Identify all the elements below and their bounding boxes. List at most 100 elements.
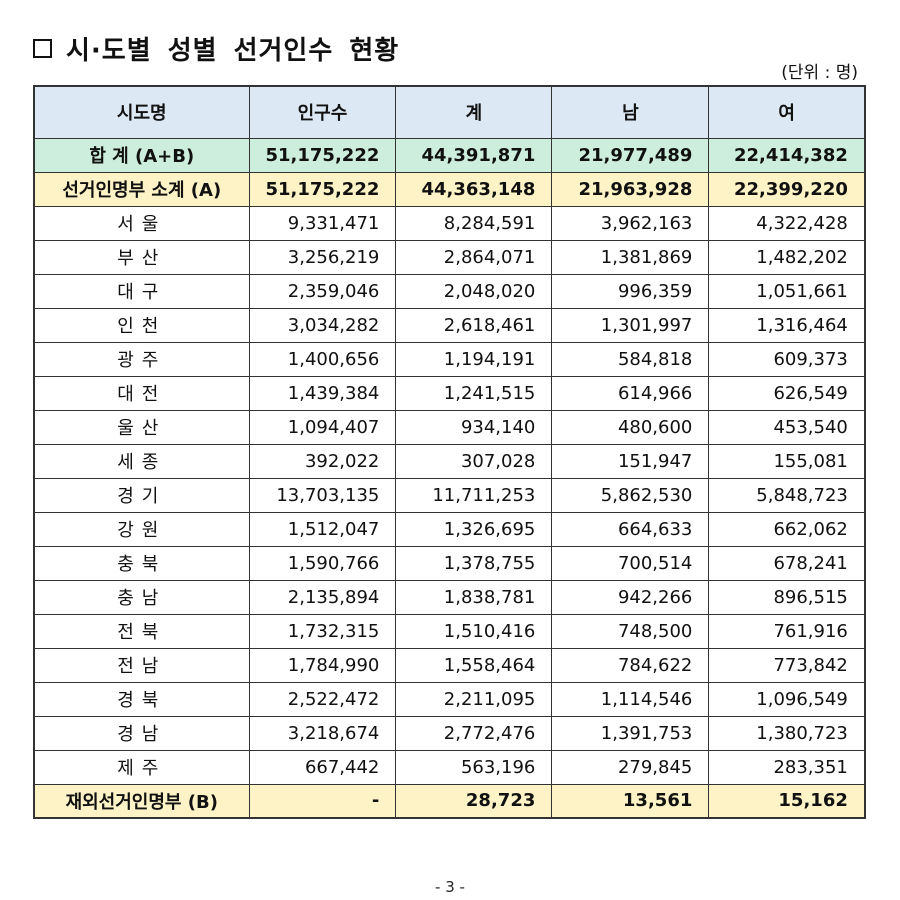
cell-female: 773,842 bbox=[708, 647, 866, 683]
cell-male: 584,818 bbox=[551, 341, 710, 377]
cell-female: 761,916 bbox=[708, 613, 866, 649]
cell-sum: 2,048,020 bbox=[395, 273, 553, 309]
cell-female: 5,848,723 bbox=[708, 477, 866, 513]
table-row: 서울 9,331,471 8,284,591 3,962,163 4,322,428 bbox=[33, 205, 866, 241]
table-row: 인천 3,034,282 2,618,461 1,301,997 1,316,464 bbox=[33, 307, 866, 343]
cell-population: 13,703,135 bbox=[248, 477, 397, 513]
cell-male: 664,633 bbox=[551, 511, 710, 547]
cell-sum: 2,772,476 bbox=[395, 715, 553, 751]
cell-male: 1,114,546 bbox=[551, 681, 710, 717]
subtotal-row: 선거인명부 소계 (A) 51,175,222 44,363,148 21,96… bbox=[33, 171, 866, 207]
table-row: 충남 2,135,894 1,838,781 942,266 896,515 bbox=[33, 579, 866, 615]
cell-sum: 1,510,416 bbox=[395, 613, 553, 649]
cell-sum: 11,711,253 bbox=[395, 477, 553, 513]
cell-name: 대전 bbox=[33, 375, 250, 411]
cell-female: 626,549 bbox=[708, 375, 866, 411]
table-row: 경북 2,522,472 2,211,095 1,114,546 1,096,549 bbox=[33, 681, 866, 717]
table-row: 대구 2,359,046 2,048,020 996,359 1,051,661 bbox=[33, 273, 866, 309]
cell-female: 1,316,464 bbox=[708, 307, 866, 343]
cell-sum: 307,028 bbox=[395, 443, 553, 479]
checkbox-square-icon bbox=[33, 39, 52, 58]
table-row: 경기 13,703,135 11,711,253 5,862,530 5,848,723 bbox=[33, 477, 866, 513]
cell-name: 제주 bbox=[33, 749, 250, 785]
cell-male: 614,966 bbox=[551, 375, 710, 411]
cell-female: 453,540 bbox=[708, 409, 866, 445]
cell-population: 3,034,282 bbox=[248, 307, 397, 343]
cell-sum: 28,723 bbox=[395, 783, 553, 819]
cell-male: 21,977,489 bbox=[551, 137, 710, 173]
table-row: 전북 1,732,315 1,510,416 748,500 761,916 bbox=[33, 613, 866, 649]
cell-name: 대구 bbox=[33, 273, 250, 309]
cell-female: 155,081 bbox=[708, 443, 866, 479]
cell-male: 942,266 bbox=[551, 579, 710, 615]
table-row: 경남 3,218,674 2,772,476 1,391,753 1,380,723 bbox=[33, 715, 866, 751]
cell-name: 울산 bbox=[33, 409, 250, 445]
cell-sum: 563,196 bbox=[395, 749, 553, 785]
cell-name: 광주 bbox=[33, 341, 250, 377]
cell-population: 3,256,219 bbox=[248, 239, 397, 275]
cell-female: 1,051,661 bbox=[708, 273, 866, 309]
cell-name: 전북 bbox=[33, 613, 250, 649]
cell-name: 충북 bbox=[33, 545, 250, 581]
cell-sum: 44,363,148 bbox=[395, 171, 553, 207]
cell-female: 4,322,428 bbox=[708, 205, 866, 241]
cell-population: 667,442 bbox=[248, 749, 397, 785]
cell-population: 1,094,407 bbox=[248, 409, 397, 445]
cell-sum: 2,618,461 bbox=[395, 307, 553, 343]
cell-sum: 934,140 bbox=[395, 409, 553, 445]
cell-name: 선거인명부 소계 (A) bbox=[33, 171, 250, 207]
cell-female: 1,482,202 bbox=[708, 239, 866, 275]
cell-female: 1,096,549 bbox=[708, 681, 866, 717]
cell-female: 662,062 bbox=[708, 511, 866, 547]
cell-population: 9,331,471 bbox=[248, 205, 397, 241]
cell-male: 13,561 bbox=[551, 783, 710, 819]
cell-population: 1,439,384 bbox=[248, 375, 397, 411]
cell-name: 재외선거인명부 (B) bbox=[33, 783, 250, 819]
col-header-sum: 계 bbox=[395, 85, 553, 139]
cell-sum: 2,211,095 bbox=[395, 681, 553, 717]
cell-male: 784,622 bbox=[551, 647, 710, 683]
unit-label: (단위 : 명) bbox=[781, 63, 858, 83]
table-row: 울산 1,094,407 934,140 480,600 453,540 bbox=[33, 409, 866, 445]
cell-population: 1,512,047 bbox=[248, 511, 397, 547]
cell-name: 경기 bbox=[33, 477, 250, 513]
cell-male: 5,862,530 bbox=[551, 477, 710, 513]
cell-sum: 2,864,071 bbox=[395, 239, 553, 275]
cell-sum: 1,378,755 bbox=[395, 545, 553, 581]
col-header-male: 남 bbox=[551, 85, 710, 139]
cell-population: 51,175,222 bbox=[248, 137, 397, 173]
cell-population: 2,359,046 bbox=[248, 273, 397, 309]
table-row: 광주 1,400,656 1,194,191 584,818 609,373 bbox=[33, 341, 866, 377]
cell-sum: 1,838,781 bbox=[395, 579, 553, 615]
cell-population: - bbox=[248, 783, 397, 819]
cell-name: 합 계 (A+B) bbox=[33, 137, 250, 173]
cell-population: 51,175,222 bbox=[248, 171, 397, 207]
table-row: 부산 3,256,219 2,864,071 1,381,869 1,482,202 bbox=[33, 239, 866, 275]
table-row: 충북 1,590,766 1,378,755 700,514 678,241 bbox=[33, 545, 866, 581]
total-row: 합 계 (A+B) 51,175,222 44,391,871 21,977,4… bbox=[33, 137, 866, 173]
cell-name: 충남 bbox=[33, 579, 250, 615]
col-header-region: 시도명 bbox=[33, 85, 250, 139]
cell-male: 3,962,163 bbox=[551, 205, 710, 241]
cell-name: 서울 bbox=[33, 205, 250, 241]
table-row: 강원 1,512,047 1,326,695 664,633 662,062 bbox=[33, 511, 866, 547]
cell-male: 151,947 bbox=[551, 443, 710, 479]
cell-male: 700,514 bbox=[551, 545, 710, 581]
col-header-population: 인구수 bbox=[248, 85, 397, 139]
cell-male: 1,301,997 bbox=[551, 307, 710, 343]
cell-name: 강원 bbox=[33, 511, 250, 547]
cell-male: 1,391,753 bbox=[551, 715, 710, 751]
cell-male: 480,600 bbox=[551, 409, 710, 445]
cell-female: 15,162 bbox=[708, 783, 866, 819]
cell-population: 392,022 bbox=[248, 443, 397, 479]
cell-female: 283,351 bbox=[708, 749, 866, 785]
cell-sum: 8,284,591 bbox=[395, 205, 553, 241]
cell-male: 279,845 bbox=[551, 749, 710, 785]
voter-count-table: 시도명 인구수 계 남 여 합 계 (A+B) 51,175,222 44,39… bbox=[33, 85, 866, 819]
cell-sum: 1,241,515 bbox=[395, 375, 553, 411]
cell-population: 2,135,894 bbox=[248, 579, 397, 615]
cell-name: 경북 bbox=[33, 681, 250, 717]
cell-female: 678,241 bbox=[708, 545, 866, 581]
col-header-female: 여 bbox=[708, 85, 866, 139]
table-row: 대전 1,439,384 1,241,515 614,966 626,549 bbox=[33, 375, 866, 411]
